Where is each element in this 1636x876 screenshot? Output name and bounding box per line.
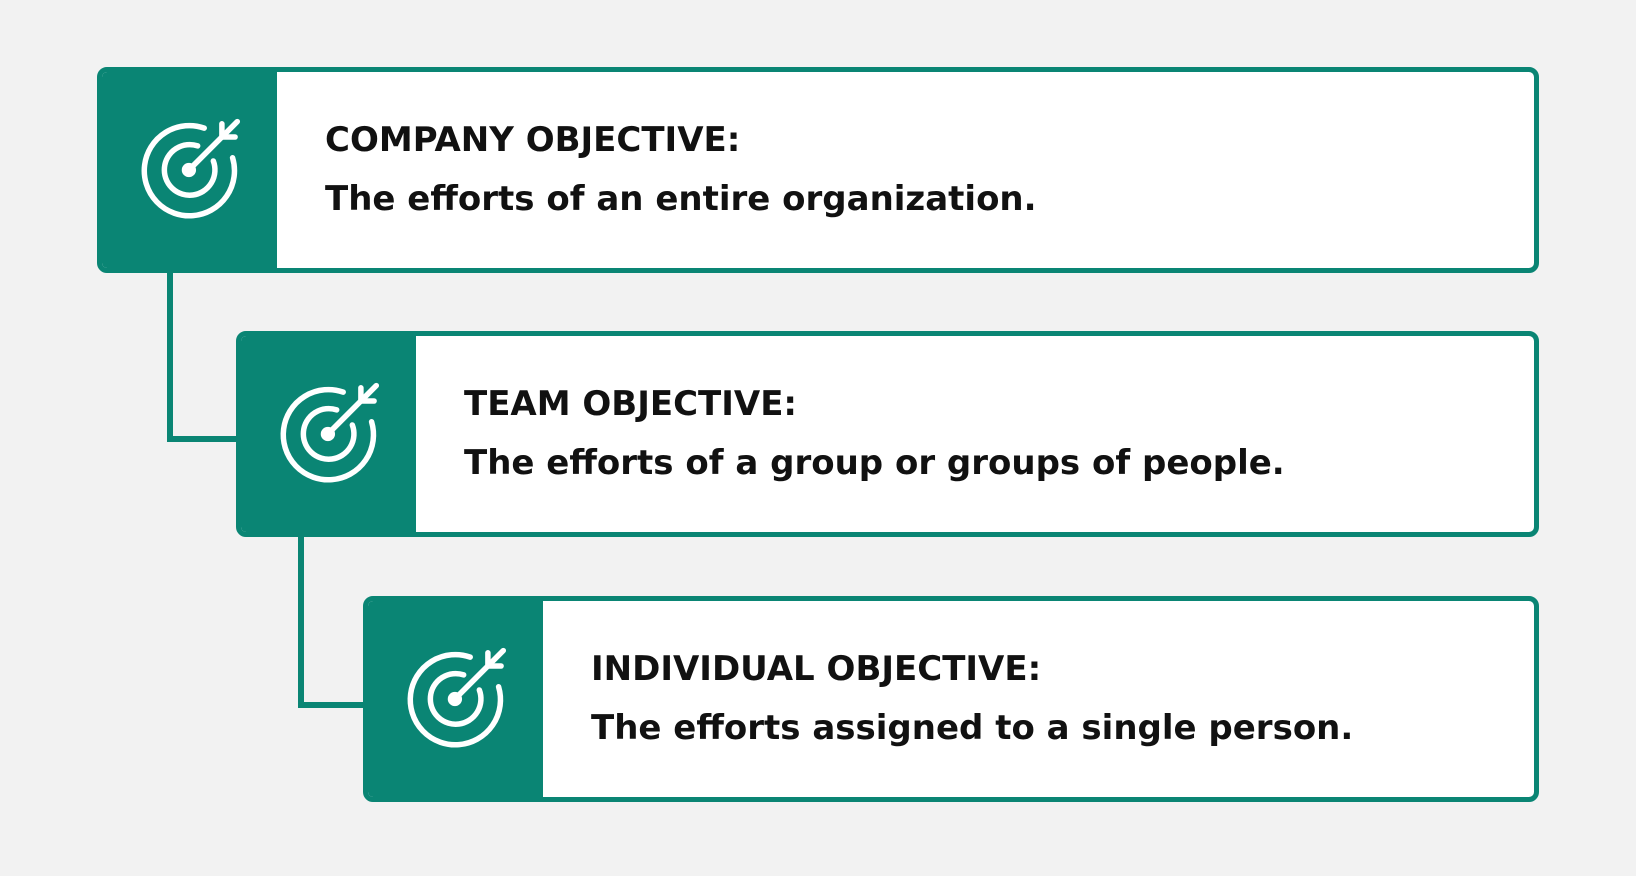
icon-panel: [368, 601, 543, 797]
objective-description: The efforts of an entire organization.: [325, 179, 1037, 219]
target-icon: [280, 382, 379, 483]
connector-line: [298, 702, 366, 708]
team-objective-card: TEAM OBJECTIVE: The efforts of a group o…: [236, 331, 1539, 537]
objective-description: The efforts assigned to a single person.: [591, 708, 1354, 748]
target-icon: [407, 647, 506, 748]
individual-objective-card: INDIVIDUAL OBJECTIVE: The efforts assign…: [363, 596, 1539, 802]
connector-line: [167, 436, 239, 442]
company-objective-card: COMPANY OBJECTIVE: The efforts of an ent…: [97, 67, 1539, 273]
objective-title: COMPANY OBJECTIVE:: [325, 119, 741, 160]
objective-description: The efforts of a group or groups of peop…: [464, 443, 1285, 483]
objective-title: TEAM OBJECTIVE:: [464, 383, 798, 424]
connector-line: [167, 262, 173, 442]
target-icon: [141, 118, 240, 219]
objective-title: INDIVIDUAL OBJECTIVE:: [591, 648, 1042, 689]
objective-text: COMPANY OBJECTIVE: The efforts of an ent…: [277, 72, 1534, 268]
connector-line: [298, 527, 304, 708]
icon-panel: [102, 72, 277, 268]
icon-panel: [241, 336, 416, 532]
objective-text: INDIVIDUAL OBJECTIVE: The efforts assign…: [543, 601, 1534, 797]
objective-text: TEAM OBJECTIVE: The efforts of a group o…: [416, 336, 1534, 532]
